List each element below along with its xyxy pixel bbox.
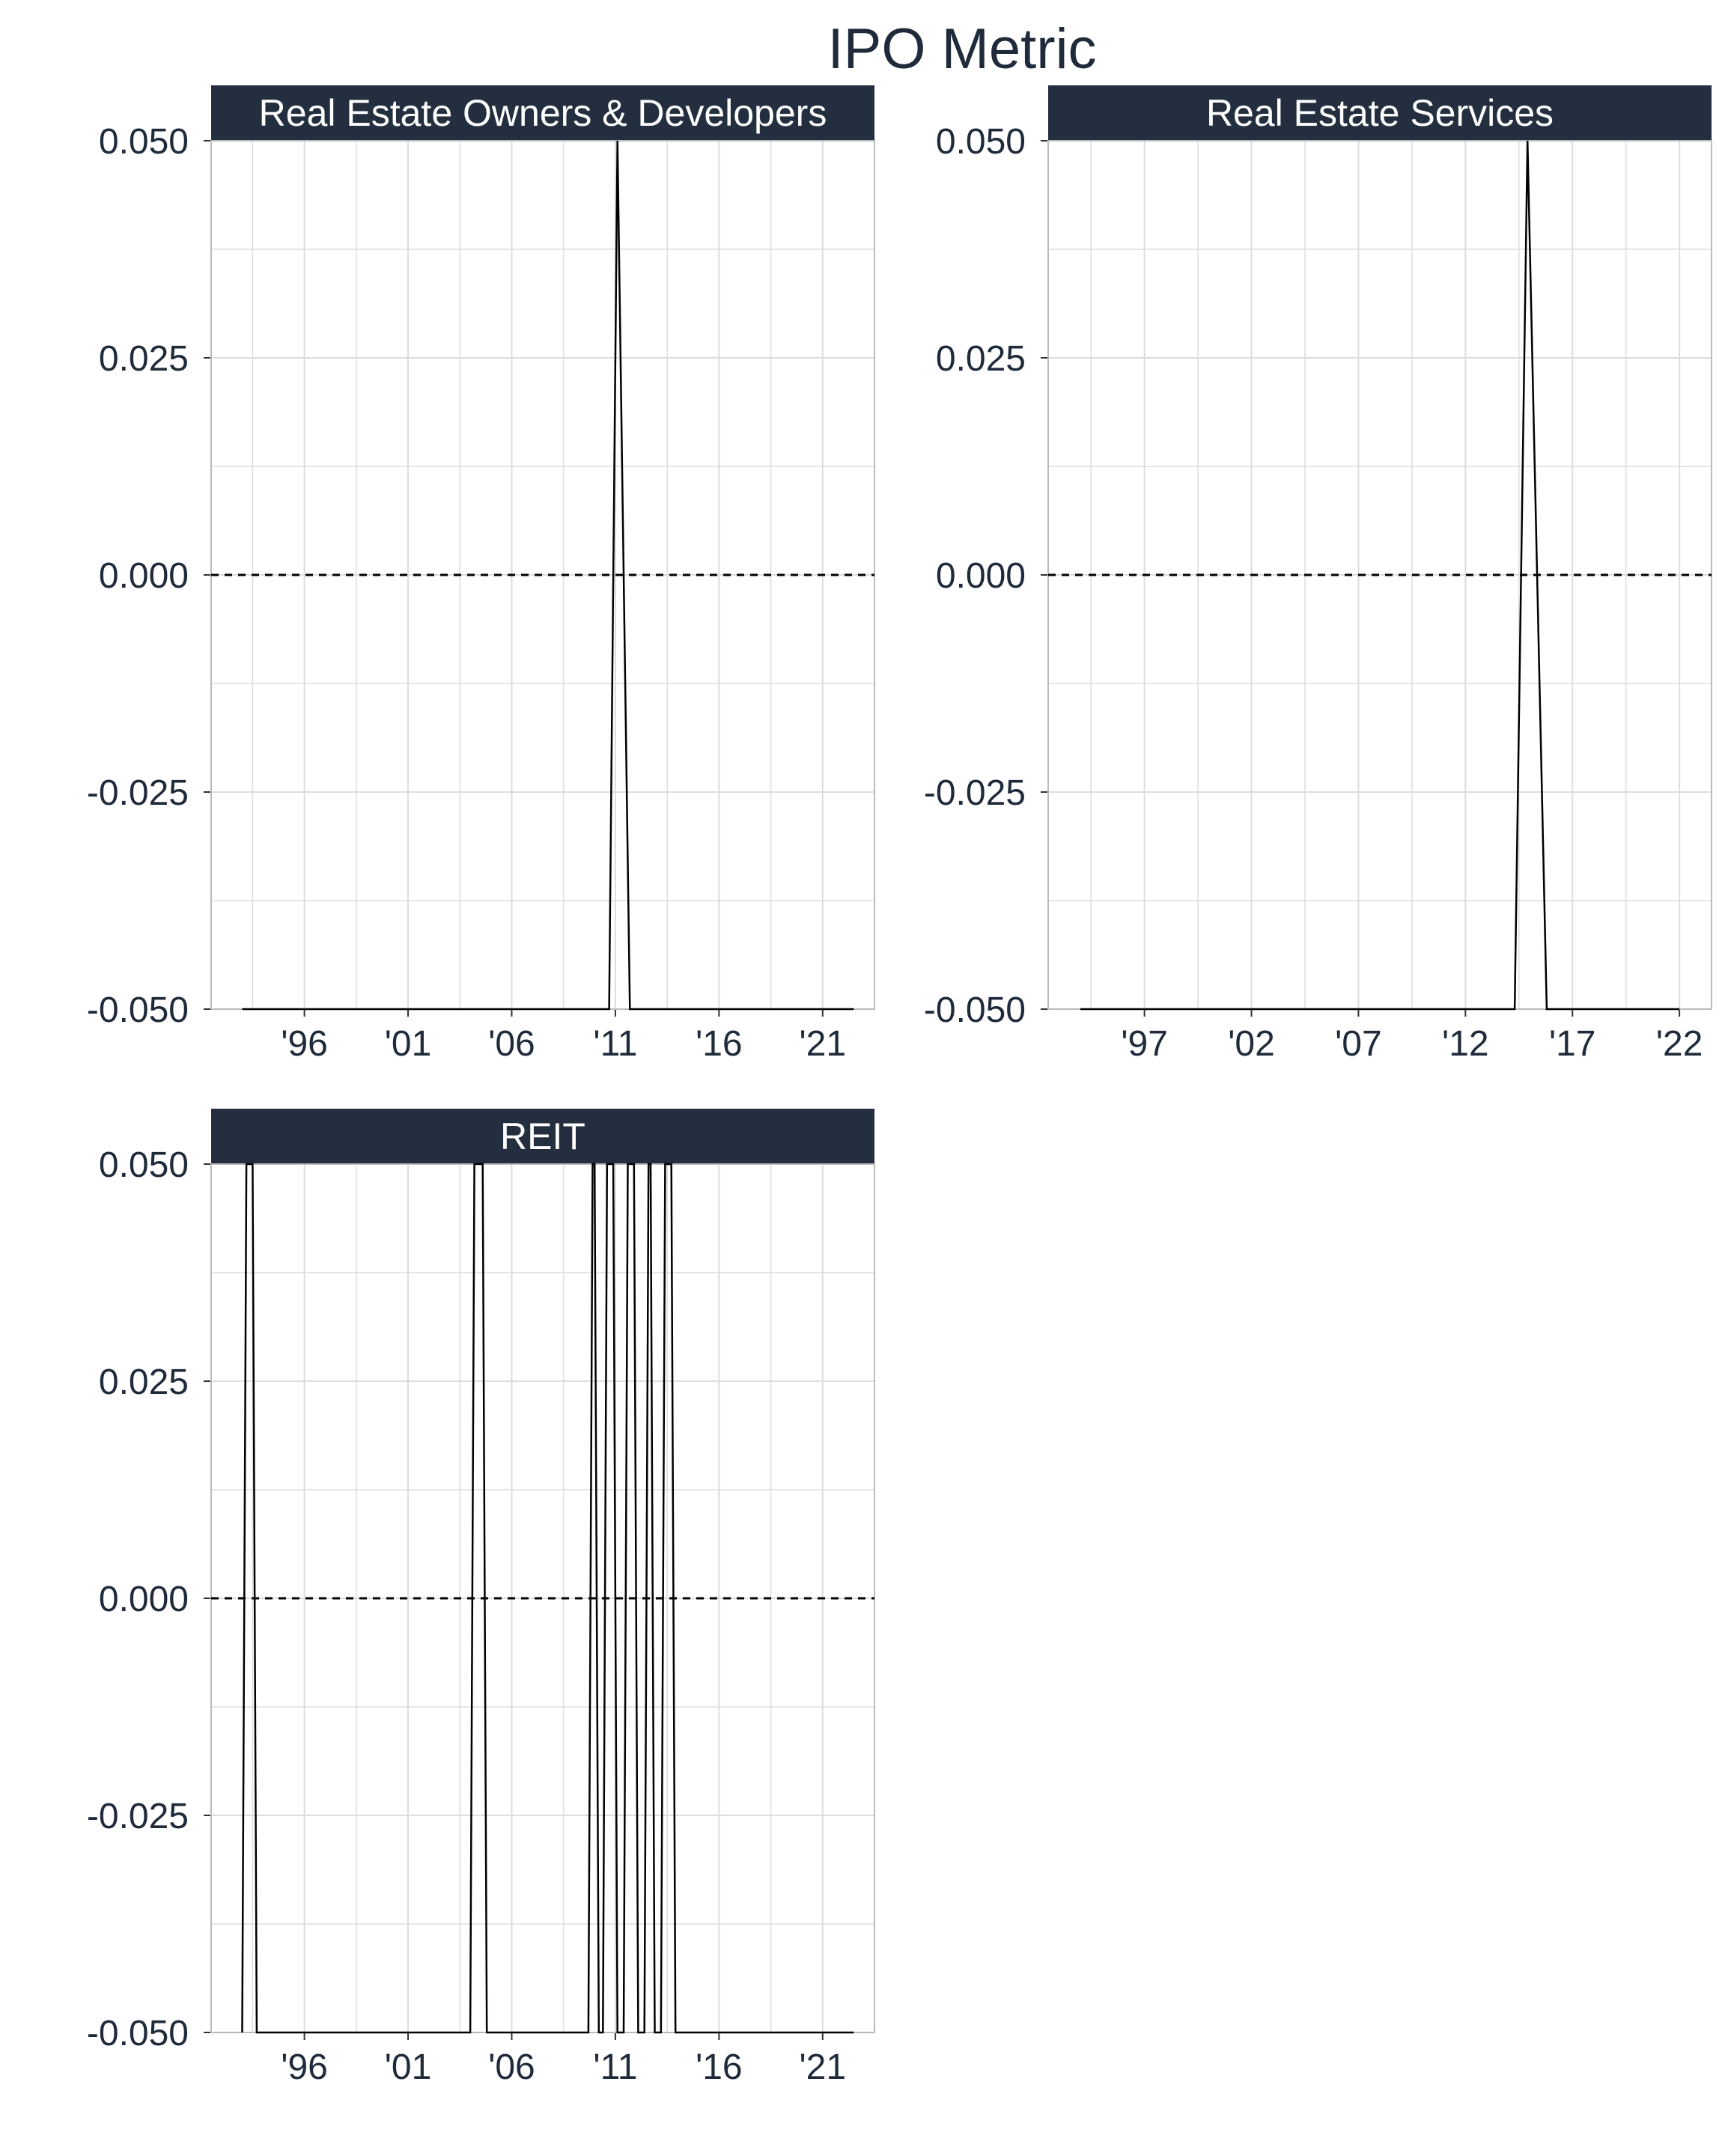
- x-tick-label: '16: [696, 1024, 743, 1064]
- x-tick-label: '17: [1549, 1024, 1596, 1064]
- x-tick-label: '11: [593, 1024, 637, 1064]
- x-tick-label: '01: [385, 1024, 432, 1064]
- x-tick-label: '01: [385, 2047, 432, 2087]
- facet-strip-label: REIT: [211, 1109, 874, 1164]
- y-tick-label: 0.050: [936, 122, 1026, 162]
- x-tick-label: '22: [1656, 1024, 1703, 1064]
- y-tick-label: -0.025: [87, 773, 189, 813]
- y-tick-label: 0.025: [99, 1362, 189, 1402]
- x-tick-label: '06: [488, 1024, 535, 1064]
- y-tick-label: 0.025: [936, 339, 1026, 379]
- x-tick-label: '11: [593, 2047, 637, 2087]
- y-tick-label: -0.025: [87, 1797, 189, 1836]
- x-tick-label: '16: [696, 2047, 743, 2087]
- y-tick-label: 0.000: [936, 556, 1026, 596]
- y-tick-label: -0.050: [87, 2014, 189, 2053]
- x-tick-label: '07: [1335, 1024, 1382, 1064]
- x-tick-label: '21: [800, 2047, 847, 2087]
- facet-plot-0: -0.050 -0.025 0.000 0.025 0.050 '96 '01 '06 '11 '…: [87, 122, 875, 1064]
- y-tick-label: -0.050: [924, 990, 1026, 1030]
- y-tick-label: 0.050: [99, 122, 189, 162]
- facet-panel-owners-developers: Real Estate Owners & Developers: [211, 85, 874, 1059]
- y-tick-label: 0.050: [99, 1145, 189, 1185]
- x-tick-label: '06: [488, 2047, 535, 2087]
- series-line: [1080, 140, 1680, 1011]
- x-tick-label: '21: [800, 1024, 847, 1064]
- x-tick-label: '96: [281, 1024, 328, 1064]
- chart-title: IPO Metric: [827, 17, 1097, 81]
- y-tick-label: -0.025: [924, 773, 1026, 813]
- facet-plot-2: -0.050 -0.025 0.000 0.025 0.050 '96 '01 '06 '11 '…: [87, 1145, 875, 2087]
- x-tick-label: '96: [281, 2047, 328, 2087]
- series-line: [242, 140, 854, 1011]
- y-tick-label: 0.000: [99, 556, 189, 596]
- facet-strip-label: Real Estate Owners & Developers: [211, 85, 874, 141]
- series-line: [241, 1163, 854, 2034]
- x-tick-label: '02: [1228, 1024, 1275, 1064]
- y-tick-label: 0.000: [99, 1580, 189, 1619]
- facet-panel-reit: REIT: [211, 1109, 874, 2082]
- facet-panel-real-estate-services: Real Estate Services: [1048, 85, 1712, 1059]
- facet-strip-label: Real Estate Services: [1048, 85, 1712, 141]
- x-tick-label: '12: [1442, 1024, 1489, 1064]
- x-tick-label: '97: [1121, 1024, 1168, 1064]
- facet-plot-1: -0.050 -0.025 0.000 0.025 0.050 '97 '02 '07 '12 '…: [924, 122, 1712, 1064]
- y-tick-label: 0.025: [99, 339, 189, 379]
- y-tick-label: -0.050: [87, 990, 189, 1030]
